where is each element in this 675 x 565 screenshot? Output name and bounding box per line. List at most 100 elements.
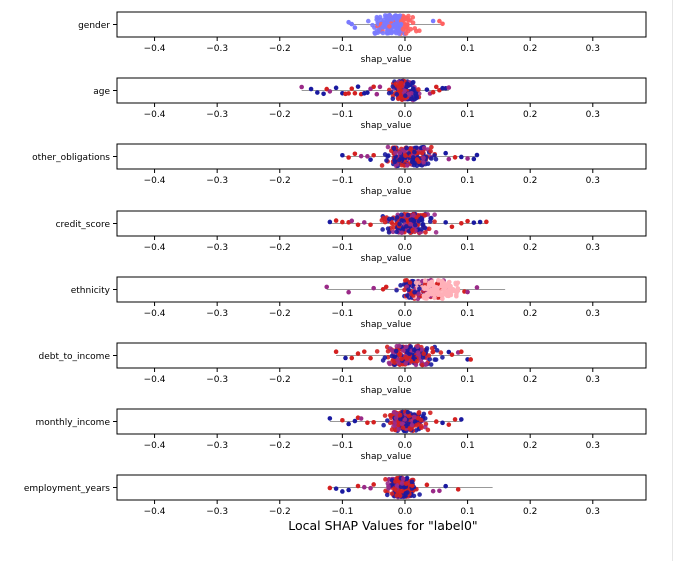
data-point (408, 344, 413, 349)
x-tick-label: −0.3 (206, 507, 228, 517)
outlier-point (474, 152, 480, 158)
data-point (425, 427, 431, 433)
outlier-point (346, 289, 351, 295)
x-tick-label: −0.4 (144, 309, 166, 319)
data-point (428, 148, 433, 154)
outlier-point (446, 85, 452, 90)
x-tick-label: −0.3 (206, 309, 228, 319)
data-point (393, 150, 398, 156)
x-tick-label: −0.3 (206, 441, 228, 451)
x-tick-label: −0.1 (331, 176, 353, 186)
data-point (422, 285, 428, 290)
data-point (399, 421, 405, 427)
data-point (443, 291, 449, 296)
data-point (429, 156, 434, 161)
data-point (397, 413, 403, 418)
x-tick-label: −0.1 (331, 441, 353, 451)
data-point (412, 222, 418, 228)
feature-label: other_obligations (32, 153, 110, 163)
panel-xlabel: shap_value (361, 452, 412, 462)
data-point (406, 287, 411, 293)
data-point (427, 219, 433, 224)
data-point (426, 353, 432, 358)
data-point (413, 91, 418, 96)
outlier-point (459, 221, 464, 226)
data-point (421, 155, 426, 161)
outlier-point (433, 419, 439, 424)
data-point (432, 153, 437, 158)
outlier-point (446, 422, 452, 427)
outlier-point (340, 489, 345, 494)
data-point (397, 150, 403, 156)
x-tick-label: −0.2 (269, 375, 291, 385)
data-point (411, 213, 416, 218)
data-point (382, 355, 388, 361)
outlier-point (452, 417, 458, 422)
data-point (398, 283, 403, 288)
data-point (421, 351, 427, 357)
x-tick-label: 0.0 (398, 375, 413, 385)
data-point (427, 410, 433, 416)
data-point (428, 362, 434, 367)
outlier-point (455, 487, 461, 492)
x-tick-label: −0.3 (206, 375, 228, 385)
data-point (394, 287, 399, 293)
x-tick-label: 0.1 (460, 309, 474, 319)
outlier-point (430, 89, 436, 95)
panel-xlabel: shap_value (361, 320, 412, 330)
outlier-point (433, 84, 439, 90)
data-point (397, 343, 402, 349)
data-point (393, 29, 398, 34)
outlier-point (371, 482, 376, 487)
outlier-point (352, 418, 358, 424)
outlier-point (449, 224, 455, 230)
data-point (404, 356, 410, 362)
x-tick-label: 0.3 (586, 176, 600, 186)
data-point (420, 362, 425, 368)
feature-label: gender (78, 21, 110, 31)
panel-other-obligations: other_obligations −0.4 −0.3 −0.2 −0.1 0.0 0.1 0… (32, 143, 647, 197)
outlier-point (446, 349, 452, 355)
outlier-point (340, 152, 345, 158)
data-point (421, 160, 426, 165)
data-point (410, 155, 416, 160)
x-tick-label: 0.3 (586, 44, 600, 54)
outlier-point (484, 219, 489, 225)
x-tick-label: −0.4 (144, 110, 166, 120)
data-point (406, 228, 412, 234)
outlier-point (371, 285, 376, 291)
data-point (417, 492, 422, 497)
data-point (387, 216, 392, 222)
outlier-point (368, 485, 373, 491)
data-point (414, 358, 420, 364)
panel-employment-years: employment_years −0.4 −0.3 −0.2 −0.1 0.0 0.1 0.… (24, 474, 647, 517)
x-tick-label: 0.0 (398, 176, 413, 186)
outlier-point (440, 420, 445, 426)
data-point (399, 481, 405, 486)
data-point (394, 229, 399, 235)
data-point (410, 86, 416, 92)
data-point (380, 24, 385, 30)
outlier-point (343, 355, 348, 361)
x-tick-label: 0.0 (398, 441, 413, 451)
data-point (438, 350, 444, 355)
outlier-point (349, 86, 355, 91)
outlier-point (477, 219, 483, 225)
data-point (402, 417, 408, 422)
data-point (430, 349, 436, 355)
data-point (394, 92, 400, 97)
outlier-point (349, 21, 355, 27)
data-point (441, 281, 446, 286)
outlier-point (383, 284, 389, 290)
data-point (410, 79, 416, 85)
data-point (424, 348, 429, 353)
data-point (394, 215, 400, 220)
panel-xlabel: shap_value (361, 121, 412, 131)
data-point (403, 360, 409, 366)
data-point (388, 415, 394, 421)
outlier-point (368, 355, 373, 361)
data-point (406, 91, 412, 97)
data-point (393, 487, 398, 492)
outlier-point (430, 18, 436, 24)
